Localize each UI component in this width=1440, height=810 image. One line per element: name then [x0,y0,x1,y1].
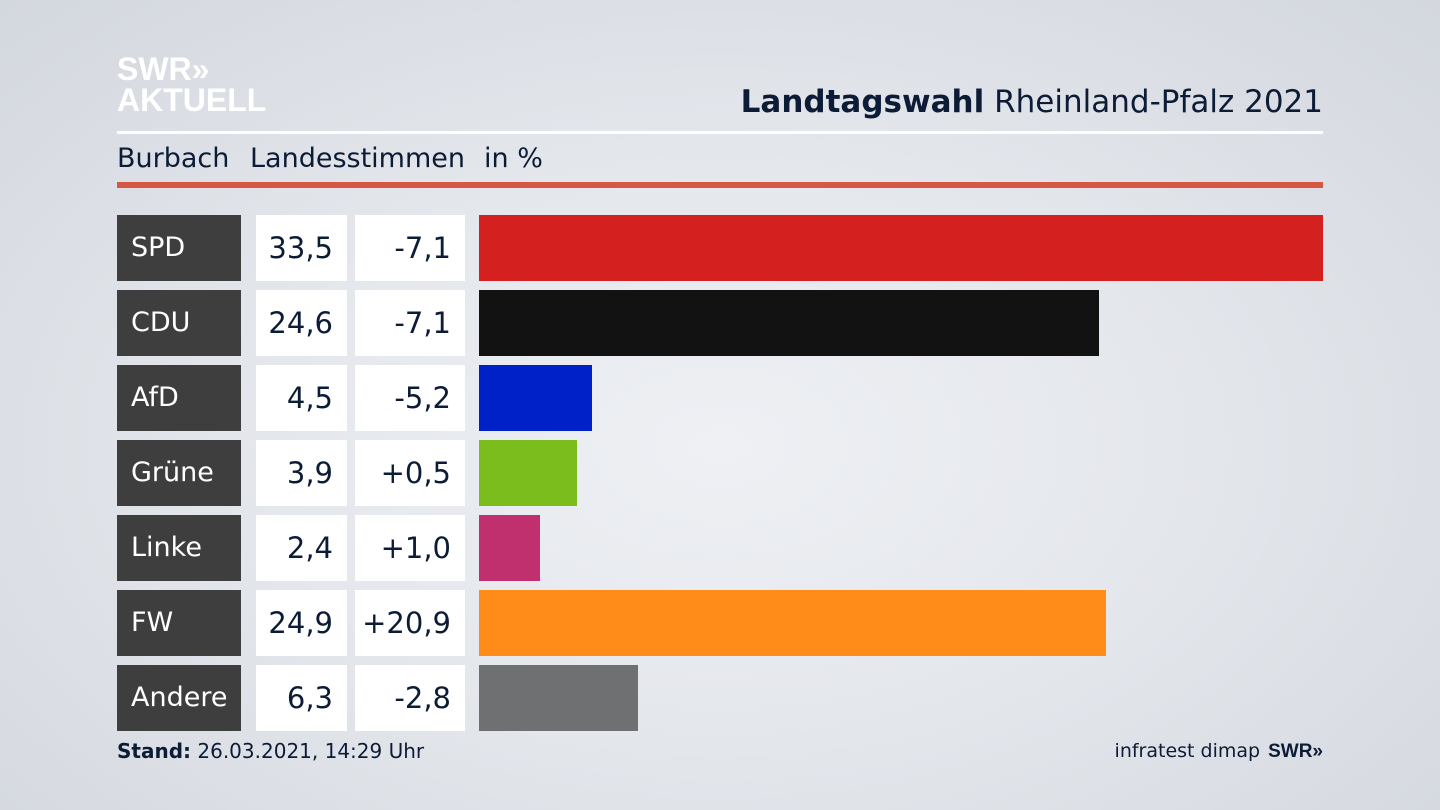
party-label: SPD [117,215,241,281]
timestamp: Stand: 26.03.2021, 14:29 Uhr [117,739,424,763]
change-label: +0,5 [355,440,465,506]
chart-row: FW 24,9 +20,9 [0,590,1440,656]
party-label: CDU [117,290,241,356]
swr-aktuell-logo: SWR» AKTUELL [117,51,267,118]
party-label: AfD [117,365,241,431]
value-label: 24,6 [256,290,347,356]
source-name: infratest dimap [1114,740,1261,762]
party-label: Grüne [117,440,241,506]
timestamp-label: Stand: [117,739,192,763]
unit-label: in % [484,143,543,174]
change-label: +1,0 [355,515,465,581]
chart-row: SPD 33,5 -7,1 [0,215,1440,281]
logo-line-1: SWR» [117,51,210,87]
value-label: 3,9 [256,440,347,506]
location-label: Burbach [117,143,230,174]
subheader-divider [117,182,1323,188]
header-divider [117,131,1323,134]
bar-grne [479,440,578,506]
chart-row: AfD 4,5 -5,2 [0,365,1440,431]
change-label: -5,2 [355,365,465,431]
chart-row: Linke 2,4 +1,0 [0,515,1440,581]
change-label: -2,8 [355,665,465,731]
logo-line-2: AKTUELL [117,82,267,118]
bar-spd [479,215,1323,281]
title-bold: Landtagswahl [740,84,985,120]
bar-cdu [479,290,1099,356]
chart-row: Andere 6,3 -2,8 [0,665,1440,731]
party-label: Linke [117,515,241,581]
bar-linke [479,515,540,581]
change-label: -7,1 [355,290,465,356]
party-label: Andere [117,665,241,731]
timestamp-value: 26.03.2021, 14:29 Uhr [197,739,425,763]
source-credit: infratest dimap SWR» [1115,740,1323,763]
value-label: 4,5 [256,365,347,431]
value-label: 2,4 [256,515,347,581]
value-label: 6,3 [256,665,347,731]
chart-row: Grüne 3,9 +0,5 [0,440,1440,506]
chart-title: Landtagswahl Rheinland-Pfalz 2021 [741,84,1323,120]
chart-row: CDU 24,6 -7,1 [0,290,1440,356]
bar-fw [479,590,1107,656]
value-label: 33,5 [256,215,347,281]
bar-andere [479,665,638,731]
value-label: 24,9 [256,590,347,656]
swr-brand-logo: SWR» [1268,741,1323,762]
party-label: FW [117,590,241,656]
change-label: -7,1 [355,215,465,281]
title-rest: Rheinland-Pfalz 2021 [994,84,1323,120]
bar-afd [479,365,593,431]
change-label: +20,9 [355,590,465,656]
vote-type-label: Landesstimmen [250,143,465,174]
